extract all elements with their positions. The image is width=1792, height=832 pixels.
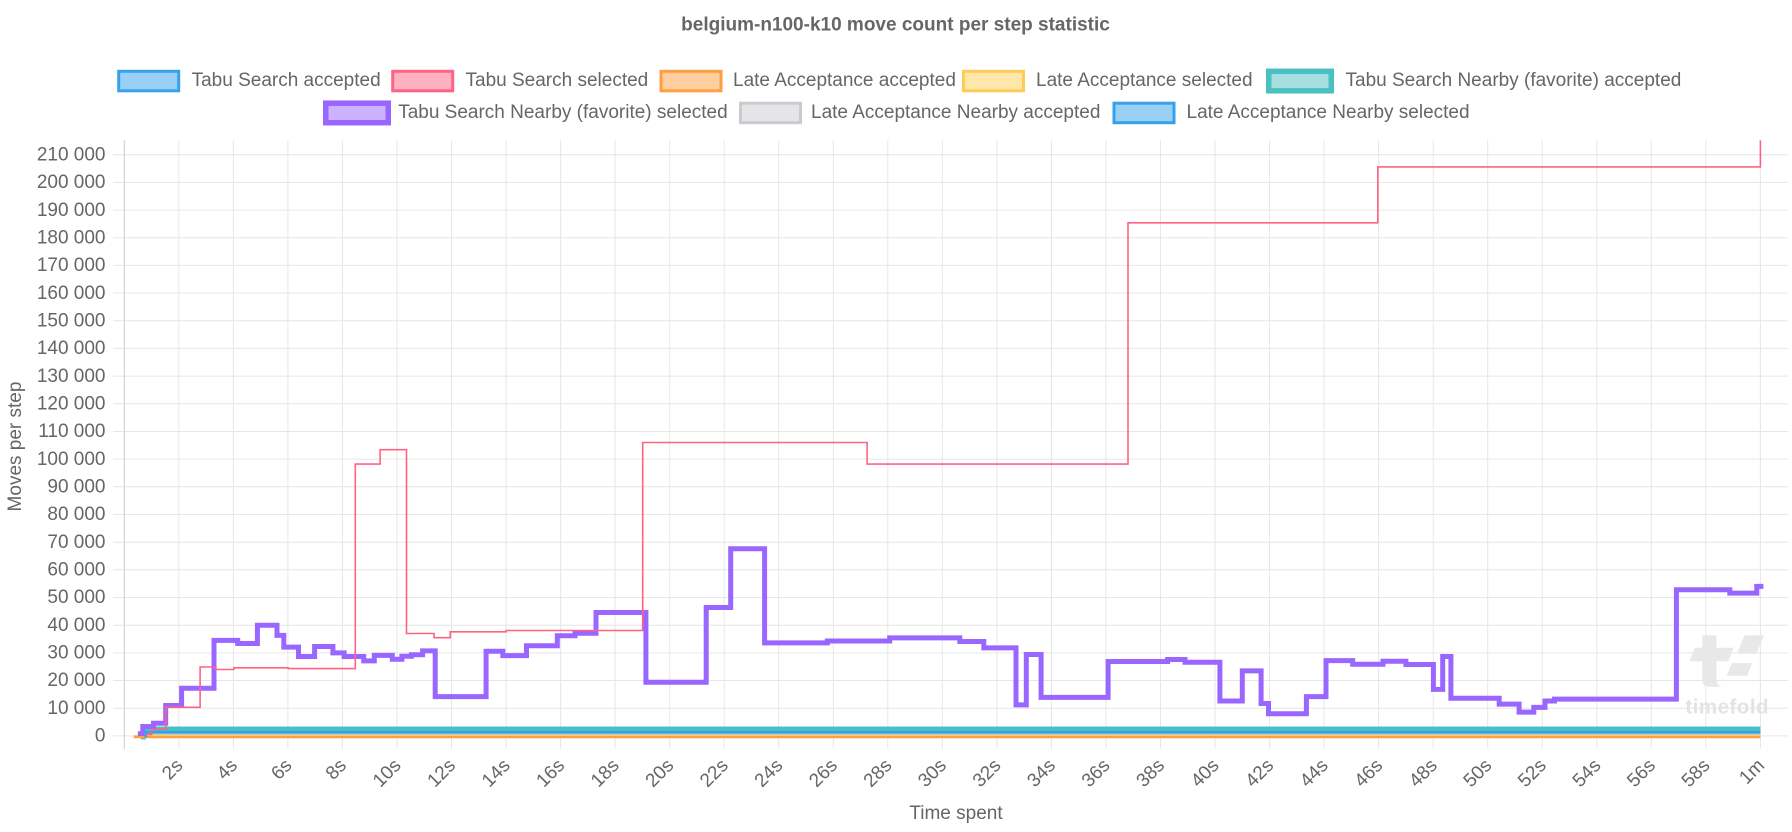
svg-text:0: 0 <box>95 726 106 747</box>
svg-text:140 000: 140 000 <box>37 338 106 359</box>
svg-text:30 000: 30 000 <box>47 643 105 664</box>
svg-text:60 000: 60 000 <box>47 560 105 581</box>
svg-text:Tabu Search Nearby (favorite): Tabu Search Nearby (favorite) selected <box>398 102 728 123</box>
svg-text:70 000: 70 000 <box>47 532 105 553</box>
svg-text:Late Acceptance Nearby accepte: Late Acceptance Nearby accepted <box>811 102 1100 123</box>
svg-text:Tabu Search selected: Tabu Search selected <box>466 70 649 91</box>
svg-text:Late Acceptance selected: Late Acceptance selected <box>1036 70 1253 91</box>
svg-text:80 000: 80 000 <box>47 504 105 525</box>
svg-text:210 000: 210 000 <box>37 144 106 165</box>
svg-text:Late Acceptance Nearby selecte: Late Acceptance Nearby selected <box>1187 102 1470 123</box>
svg-text:50 000: 50 000 <box>47 587 105 608</box>
svg-text:90 000: 90 000 <box>47 477 105 498</box>
svg-text:10 000: 10 000 <box>47 698 105 719</box>
svg-text:40 000: 40 000 <box>47 615 105 636</box>
svg-text:110 000: 110 000 <box>38 421 105 442</box>
svg-text:190 000: 190 000 <box>37 200 106 221</box>
svg-text:130 000: 130 000 <box>37 366 106 387</box>
svg-text:Tabu Search accepted: Tabu Search accepted <box>192 70 381 91</box>
svg-text:150 000: 150 000 <box>37 311 106 332</box>
svg-text:Late Acceptance accepted: Late Acceptance accepted <box>733 70 956 91</box>
svg-text:180 000: 180 000 <box>37 227 106 248</box>
svg-text:160 000: 160 000 <box>37 283 106 304</box>
svg-text:Moves per step: Moves per step <box>5 382 26 512</box>
svg-text:120 000: 120 000 <box>37 394 106 415</box>
svg-text:timefold: timefold <box>1685 696 1769 719</box>
svg-text:belgium-n100-k10 move count pe: belgium-n100-k10 move count per step sta… <box>681 15 1110 36</box>
svg-text:100 000: 100 000 <box>37 449 106 470</box>
svg-text:Tabu Search Nearby (favorite): Tabu Search Nearby (favorite) accepted <box>1346 70 1682 91</box>
svg-text:200 000: 200 000 <box>37 172 106 193</box>
svg-text:20 000: 20 000 <box>47 670 105 691</box>
svg-text:Time spent: Time spent <box>909 803 1003 824</box>
svg-text:170 000: 170 000 <box>37 255 106 276</box>
